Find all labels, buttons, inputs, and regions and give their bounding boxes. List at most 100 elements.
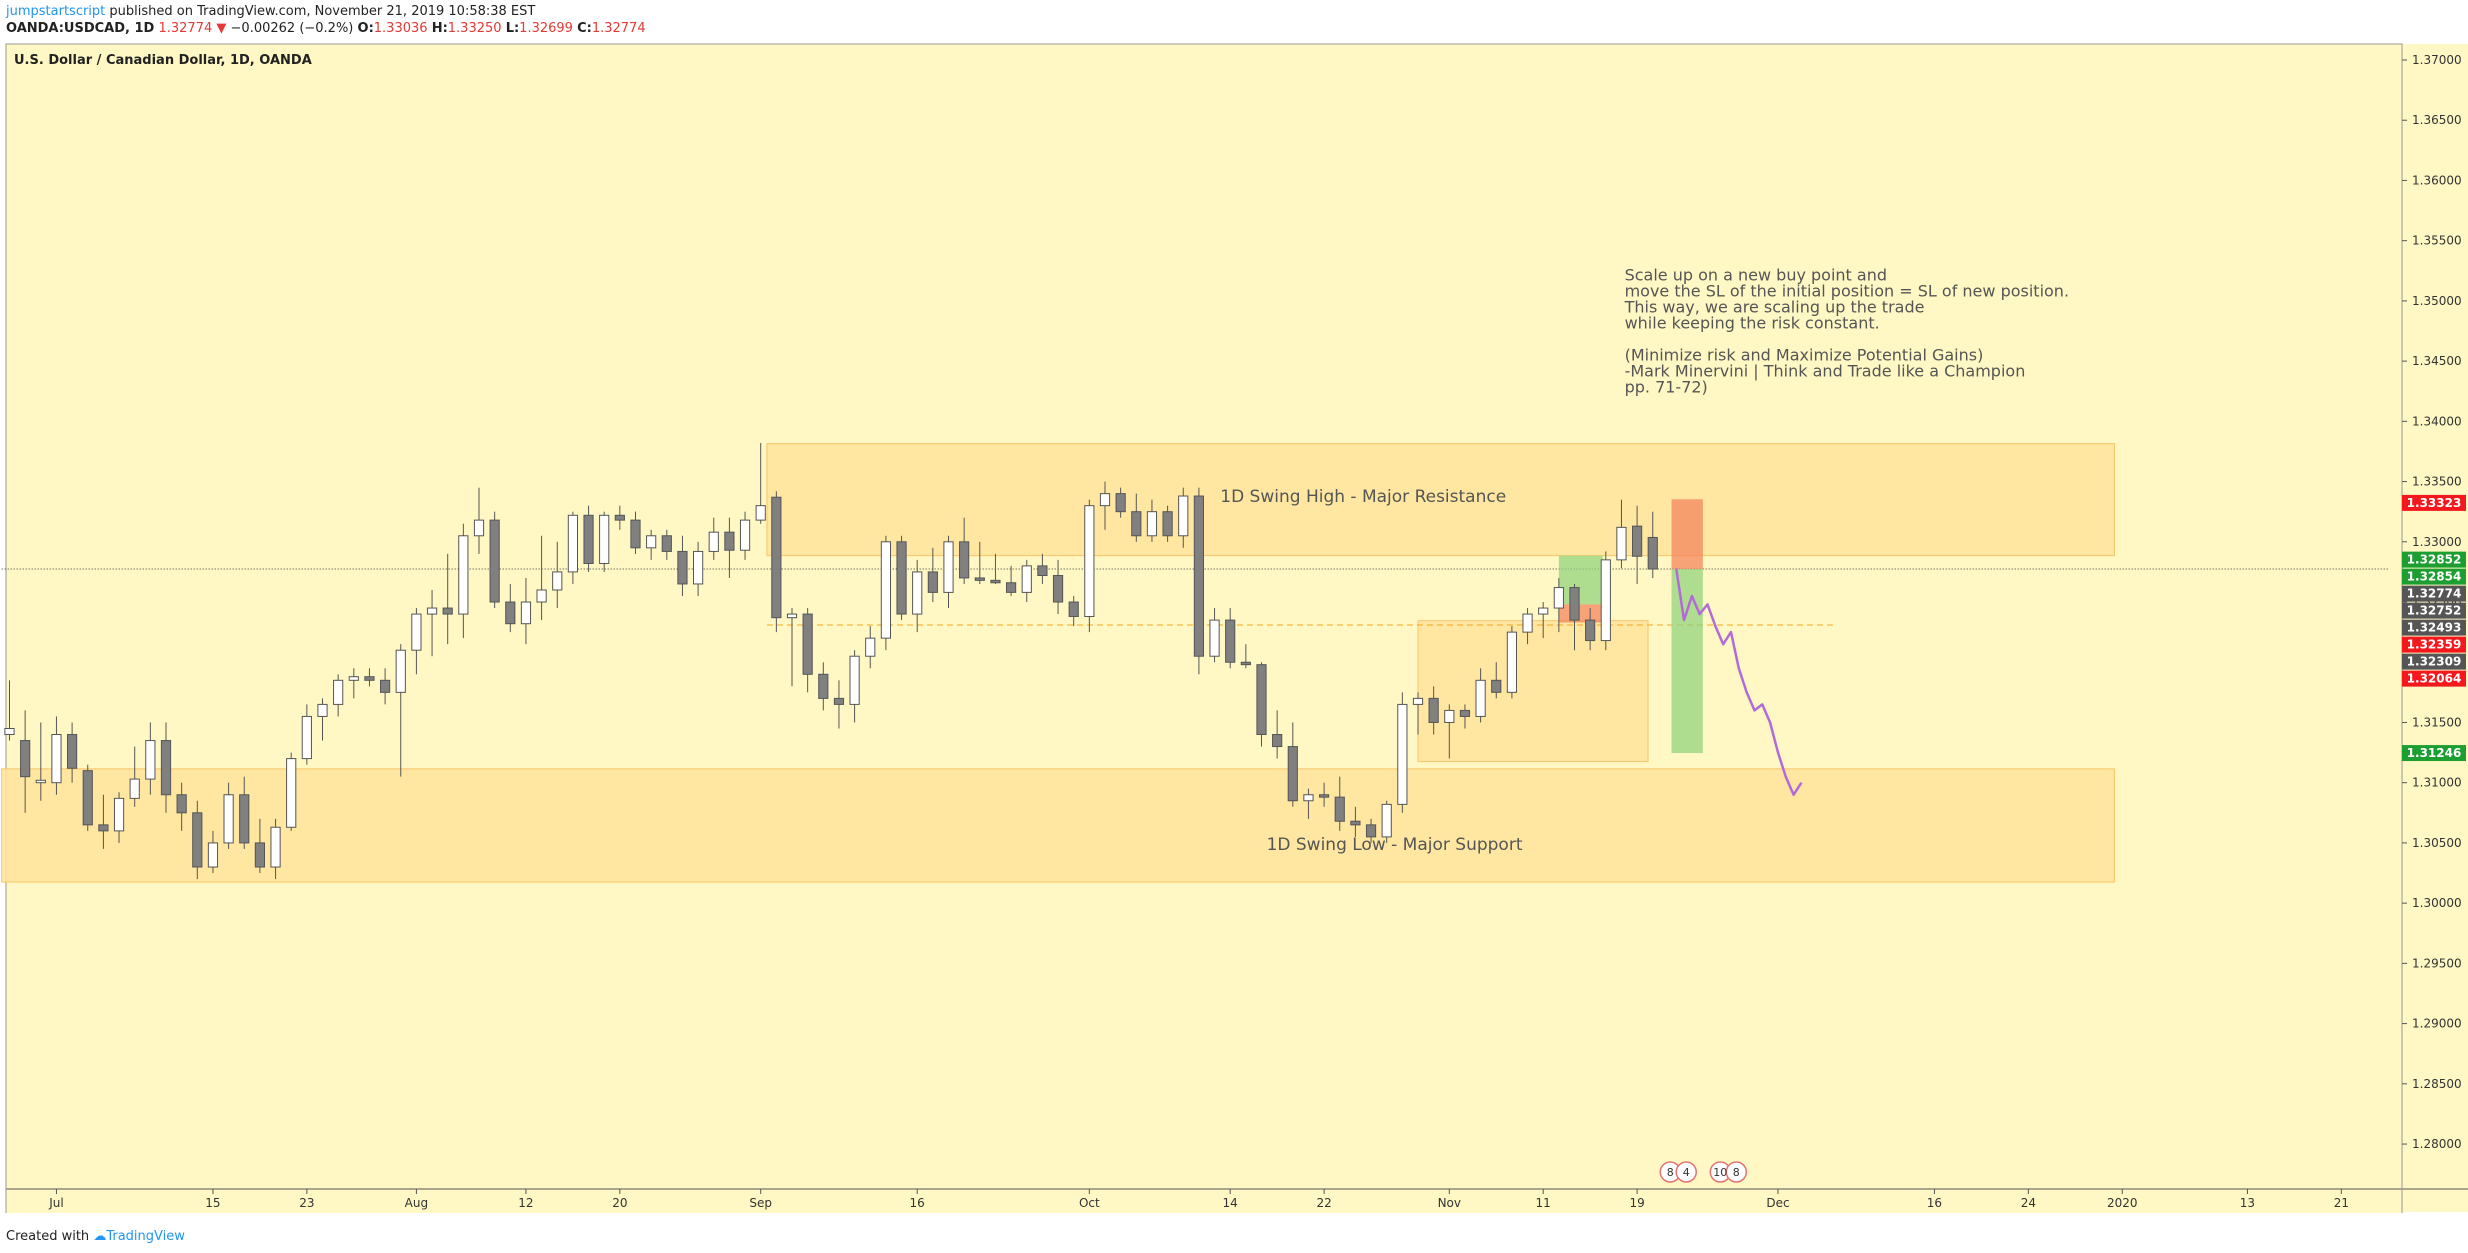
candle-body[interactable]	[646, 535, 657, 549]
stop-loss-zone[interactable]	[1671, 499, 1703, 570]
candle-body[interactable]	[1162, 511, 1173, 537]
candle-body[interactable]	[1193, 495, 1205, 657]
candle-body[interactable]	[1319, 794, 1330, 798]
candle-body[interactable]	[536, 589, 547, 603]
tradingview-link[interactable]: ☁TradingView	[93, 1229, 185, 1244]
price-badge[interactable]	[2402, 745, 2466, 762]
candle-body[interactable]	[160, 740, 172, 796]
candle-body[interactable]	[411, 613, 422, 651]
candle-body[interactable]	[426, 607, 438, 615]
candle-body[interactable]	[380, 679, 391, 693]
candle-body[interactable]	[1256, 664, 1267, 736]
candle-body[interactable]	[1600, 559, 1611, 642]
candle-body[interactable]	[1272, 734, 1283, 748]
candle-body[interactable]	[286, 758, 297, 828]
candle-body[interactable]	[1365, 824, 1377, 838]
candle-body[interactable]	[661, 535, 672, 552]
price-badge[interactable]	[2402, 619, 2466, 636]
candle-body[interactable]	[1303, 794, 1314, 802]
candle-body[interactable]	[520, 601, 532, 625]
candle-body[interactable]	[176, 794, 187, 814]
candle-body[interactable]	[1428, 697, 1439, 723]
candle-body[interactable]	[677, 550, 688, 585]
candle-body[interactable]	[1647, 536, 1658, 570]
candle-body[interactable]	[959, 541, 970, 579]
candle-body[interactable]	[865, 637, 876, 657]
candle-body[interactable]	[880, 541, 891, 639]
price-chart[interactable]: 1D Swing High - Major Resistance 1D Swing…	[0, 0, 2468, 1213]
candle-body[interactable]	[364, 676, 375, 681]
candle-body[interactable]	[1209, 619, 1220, 657]
candle-body[interactable]	[927, 571, 938, 593]
candle-body[interactable]	[552, 571, 563, 591]
candle-body[interactable]	[739, 519, 751, 551]
candle-body[interactable]	[1397, 703, 1408, 805]
candle-body[interactable]	[1459, 709, 1471, 717]
candle-body[interactable]	[1522, 613, 1533, 633]
candle-body[interactable]	[113, 797, 125, 832]
candle-body[interactable]	[239, 794, 250, 844]
candle-body[interactable]	[630, 519, 641, 549]
price-badge[interactable]	[2402, 602, 2466, 619]
candle-body[interactable]	[1569, 587, 1580, 621]
candle-body[interactable]	[1381, 803, 1392, 838]
candle-body[interactable]	[583, 514, 594, 564]
candle-body[interactable]	[1553, 587, 1564, 609]
candle-body[interactable]	[708, 531, 719, 552]
candle-body[interactable]	[1287, 746, 1298, 802]
candle-body[interactable]	[458, 535, 469, 615]
candle-body[interactable]	[1084, 505, 1095, 617]
candle-body[interactable]	[849, 655, 860, 705]
candle-body[interactable]	[1052, 575, 1064, 603]
candle-body[interactable]	[1131, 511, 1142, 537]
candle-body[interactable]	[974, 577, 985, 581]
candle-body[interactable]	[1037, 565, 1048, 577]
candle-body[interactable]	[192, 812, 203, 868]
candle-body[interactable]	[270, 826, 281, 868]
candle-body[interactable]	[505, 601, 516, 625]
candle-body[interactable]	[693, 550, 704, 585]
candle-body[interactable]	[1444, 709, 1455, 723]
candle-body[interactable]	[802, 613, 813, 675]
candle-body[interactable]	[317, 703, 328, 717]
candle-body[interactable]	[1006, 582, 1017, 593]
zone-rect[interactable]	[1417, 620, 1649, 763]
candle-body[interactable]	[51, 734, 62, 784]
candle-body[interactable]	[818, 673, 829, 699]
candle-body[interactable]	[98, 824, 109, 832]
stop-loss-zone[interactable]	[1558, 604, 1603, 623]
candle-body[interactable]	[348, 676, 359, 681]
candle-body[interactable]	[145, 740, 156, 780]
candle-body[interactable]	[1616, 526, 1627, 561]
candle-body[interactable]	[912, 571, 923, 615]
candle-body[interactable]	[1632, 525, 1643, 557]
price-badge[interactable]	[2402, 636, 2466, 653]
candle-body[interactable]	[1538, 607, 1549, 615]
candle-body[interactable]	[1225, 619, 1236, 663]
zone-rect[interactable]	[1, 768, 2115, 883]
candle-body[interactable]	[1240, 661, 1251, 666]
price-badge[interactable]	[2402, 494, 2466, 511]
candle-body[interactable]	[473, 519, 485, 537]
candle-body[interactable]	[129, 778, 140, 799]
candle-body[interactable]	[990, 579, 1001, 584]
take-profit-zone[interactable]	[1558, 555, 1603, 605]
candle-body[interactable]	[4, 727, 15, 736]
candle-body[interactable]	[724, 531, 735, 551]
candle-body[interactable]	[786, 613, 798, 619]
candle-body[interactable]	[1068, 601, 1079, 617]
candle-body[interactable]	[1350, 820, 1361, 826]
candle-body[interactable]	[82, 770, 93, 826]
zone-rect[interactable]	[766, 443, 2115, 557]
candle-body[interactable]	[599, 514, 610, 564]
author-link[interactable]: jumpstartscript	[6, 4, 106, 19]
candle-body[interactable]	[35, 779, 46, 784]
candle-body[interactable]	[67, 734, 78, 769]
candle-body[interactable]	[1506, 631, 1518, 693]
candle-body[interactable]	[1412, 697, 1424, 705]
price-badge[interactable]	[2402, 585, 2466, 602]
candle-body[interactable]	[1585, 619, 1596, 642]
candle-body[interactable]	[442, 607, 453, 615]
candle-body[interactable]	[301, 715, 312, 760]
candle-body[interactable]	[1146, 511, 1158, 537]
